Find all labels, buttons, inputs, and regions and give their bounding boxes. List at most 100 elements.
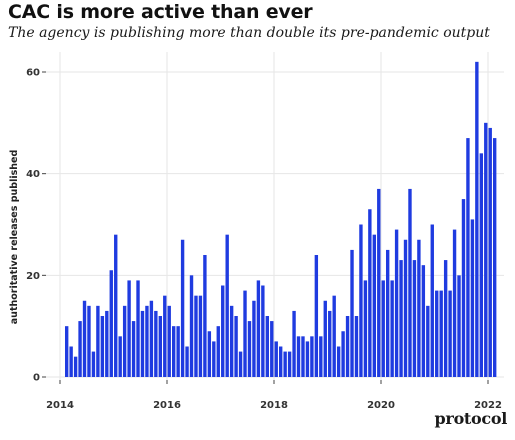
bar	[377, 188, 381, 377]
bar	[328, 310, 332, 377]
bar	[238, 351, 243, 377]
bar	[314, 255, 319, 377]
bar	[394, 229, 399, 377]
bar	[412, 260, 417, 377]
bar	[207, 331, 212, 377]
x-tick-label: 2018	[260, 400, 288, 411]
bar	[296, 336, 301, 377]
bar	[484, 122, 488, 377]
y-tick-label: 60	[26, 68, 40, 79]
bar	[354, 316, 359, 377]
bar	[82, 300, 87, 377]
bar	[475, 61, 479, 377]
chart-subtitle: The agency is publishing more than doubl…	[8, 25, 490, 41]
y-tick-label: 20	[26, 271, 40, 282]
bar	[359, 224, 363, 377]
bar	[479, 153, 484, 377]
bar	[430, 224, 434, 377]
bar	[439, 290, 443, 377]
bar	[203, 255, 207, 377]
bar	[452, 229, 457, 377]
bar	[122, 305, 127, 377]
bar	[118, 336, 122, 377]
bar	[105, 310, 109, 377]
bar	[261, 285, 265, 377]
bar	[390, 280, 394, 377]
bar	[310, 336, 314, 377]
protocol-logo: protocol	[434, 409, 508, 428]
x-tick-label: 2020	[367, 400, 395, 411]
y-axis-label: authoritative releases published	[9, 150, 20, 324]
bar	[180, 239, 185, 377]
bar	[114, 234, 118, 377]
bar	[158, 316, 163, 377]
bar	[274, 341, 278, 377]
bar	[301, 336, 305, 377]
bars	[64, 61, 497, 378]
bar	[448, 290, 452, 377]
bar	[87, 305, 91, 377]
bar	[109, 270, 113, 377]
bar	[319, 336, 323, 377]
bar	[492, 138, 497, 377]
bar	[127, 280, 131, 377]
bar	[185, 346, 189, 377]
bar	[171, 326, 176, 377]
bar	[443, 260, 448, 377]
bar	[323, 300, 327, 377]
bar	[470, 219, 475, 377]
bar	[345, 316, 350, 377]
bar	[292, 310, 296, 377]
bar	[417, 239, 421, 377]
bar	[136, 280, 140, 377]
bar	[78, 321, 82, 377]
bar	[421, 265, 426, 377]
bar	[154, 310, 158, 377]
bar	[96, 305, 100, 377]
bar	[131, 321, 136, 377]
bar	[216, 326, 220, 377]
bar	[225, 234, 229, 377]
bar	[368, 209, 372, 377]
bar	[426, 305, 430, 377]
bar	[163, 295, 167, 377]
y-tick-label: 0	[33, 373, 40, 384]
bar	[198, 295, 203, 377]
bar	[332, 295, 336, 377]
bar	[247, 321, 252, 377]
bar	[73, 356, 78, 377]
bar	[336, 346, 341, 377]
bar	[145, 305, 149, 377]
bar	[466, 138, 470, 377]
x-tick-label: 2014	[46, 400, 74, 411]
bar	[287, 351, 292, 377]
bar	[149, 300, 154, 377]
bar	[305, 341, 310, 377]
bar	[278, 346, 283, 377]
bar	[461, 199, 466, 377]
bar	[243, 290, 247, 377]
x-tick-label: 2022	[474, 400, 502, 411]
bar	[69, 346, 73, 377]
x-tick-label: 2016	[153, 400, 181, 411]
bar	[435, 290, 439, 377]
bar	[403, 239, 408, 377]
bar	[372, 234, 377, 377]
bar	[265, 316, 270, 377]
bar	[408, 188, 412, 377]
bar	[283, 351, 287, 377]
axes: 0 20 40 60 2014 2016 2018 2020 2022	[26, 68, 502, 412]
bar	[189, 275, 194, 377]
bar	[229, 305, 234, 377]
bar	[341, 331, 345, 377]
bar	[488, 127, 492, 378]
bar	[167, 305, 171, 377]
bar	[350, 249, 354, 377]
bar	[270, 321, 274, 377]
bar	[194, 295, 198, 377]
y-tick-label: 40	[26, 169, 40, 180]
bar	[363, 280, 368, 377]
bar	[176, 326, 180, 377]
bar	[140, 310, 145, 377]
